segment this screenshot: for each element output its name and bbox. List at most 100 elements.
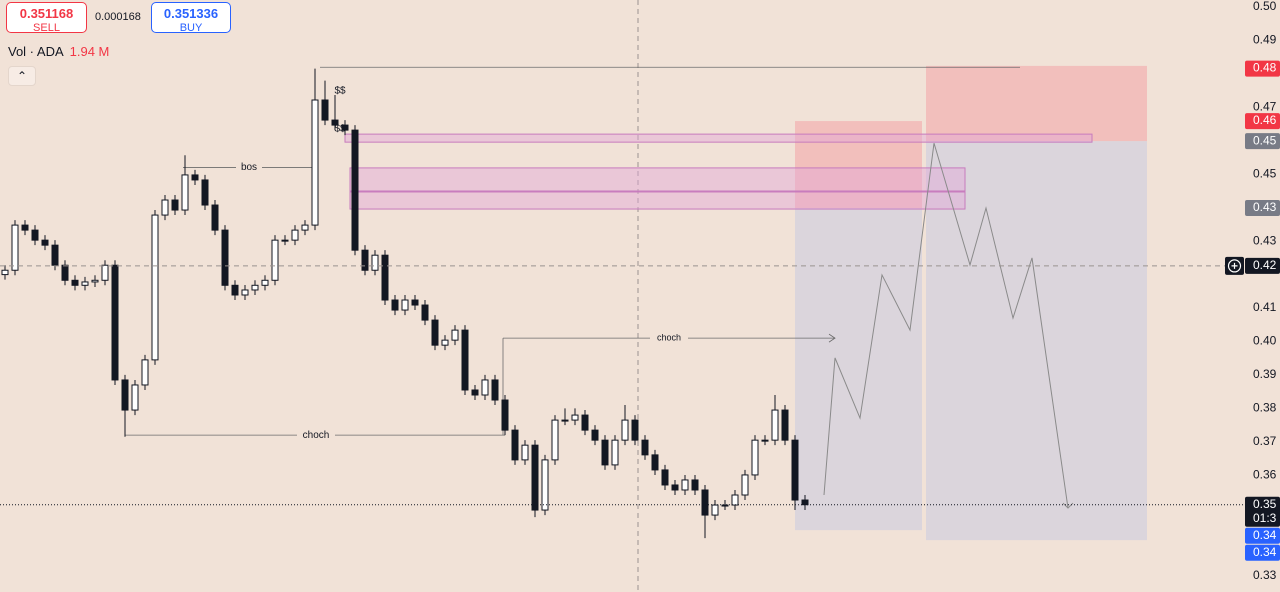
sell-button[interactable]: 0.351168 SELL [6, 2, 87, 34]
y-tick-label: 0.47 [1253, 100, 1277, 114]
candle-body [771, 409, 779, 441]
candle-body [231, 284, 239, 296]
y-tick-label: 0.45 [1253, 166, 1277, 180]
candle-body [551, 419, 559, 461]
level-label: choch [303, 430, 330, 441]
candle-body [691, 479, 699, 491]
candle-body [151, 214, 159, 361]
candle-body [531, 444, 539, 511]
projection-line [823, 143, 1069, 509]
y-tick-label: 0.50 [1253, 0, 1277, 13]
candle-body [491, 379, 499, 401]
y-tick-label: 0.40 [1253, 334, 1277, 348]
candle-body [181, 174, 189, 211]
candle-body [141, 359, 149, 386]
candle-body [791, 439, 799, 501]
candle-body [271, 239, 279, 281]
price-label-text: 0.34 [1253, 528, 1277, 542]
candle-body [581, 414, 589, 431]
sell-label: SELL [33, 22, 60, 34]
crosshair-plus-cross [1231, 262, 1238, 269]
price-label [1245, 544, 1280, 561]
candle-body [651, 454, 659, 471]
candle-body [131, 384, 139, 411]
candle-body [511, 429, 519, 461]
annotation: $$ [334, 123, 346, 134]
candle-body [51, 244, 59, 266]
y-tick-label: 0.43 [1253, 233, 1277, 247]
y-tick-label: 0.33 [1253, 568, 1277, 582]
candle-body [481, 379, 489, 396]
zone [926, 141, 1147, 541]
price-label [1245, 60, 1280, 77]
candle-body [341, 124, 349, 131]
level-label: choch [657, 333, 681, 343]
collapse-button[interactable]: ⌃ [8, 66, 36, 86]
price-label-text: 0.43 [1253, 200, 1277, 214]
candle-body [631, 419, 639, 441]
candle-body [721, 504, 729, 507]
y-tick-label: 0.41 [1253, 300, 1277, 314]
candle-body [741, 474, 749, 496]
candle-body [541, 459, 549, 511]
candle-body [331, 119, 339, 126]
candle-body [1, 269, 9, 276]
candle-body [11, 224, 19, 271]
price-label-text: 0.46 [1253, 113, 1277, 127]
volume-legend: Vol · ADA 1.94 M [8, 44, 109, 59]
candle-body [281, 239, 289, 242]
level-label-bg [236, 161, 262, 174]
buy-button[interactable]: 0.351336 BUY [151, 2, 231, 34]
level-label: bos [241, 162, 257, 173]
candle-body [441, 339, 449, 346]
candle-body [191, 174, 199, 181]
y-tick-label: 0.39 [1253, 367, 1277, 381]
candle-body [751, 439, 759, 476]
candle-body [471, 389, 479, 396]
annotation: $$ [334, 85, 346, 96]
price-label-text: 0.48 [1253, 61, 1277, 75]
candle-body [711, 504, 719, 516]
y-tick-label: 0.38 [1253, 401, 1277, 415]
candle-body [301, 224, 309, 231]
level-label-bg [650, 332, 688, 345]
candle-body [601, 439, 609, 466]
candle-body [261, 279, 269, 286]
candle-body [91, 279, 99, 283]
candle-body [621, 419, 629, 441]
candle-body [681, 479, 689, 491]
volume-value: 1.94 M [69, 44, 110, 59]
candle-body [31, 229, 39, 241]
candle-body [221, 229, 229, 286]
zone [349, 191, 966, 210]
zone [926, 65, 1147, 142]
candle-body [241, 289, 249, 296]
price-label-text: 0.45 [1253, 133, 1277, 147]
y-tick-label: 0.36 [1253, 467, 1277, 481]
price-label-text: 0.42 [1253, 258, 1277, 272]
candle-body [21, 224, 29, 231]
candle-body [451, 329, 459, 341]
candle-body [671, 484, 679, 491]
sell-price: 0.351168 [19, 6, 74, 21]
zone [795, 121, 922, 209]
candle-body [351, 129, 359, 251]
price-label-text: 0.35 [1253, 497, 1277, 511]
candle-body [171, 199, 179, 211]
candle-body [421, 304, 429, 321]
candle-body [121, 379, 129, 411]
zone [349, 167, 966, 192]
candle-body [371, 254, 379, 271]
candle-body [291, 229, 299, 241]
price-label [1245, 133, 1280, 150]
spread: 0.000168 [95, 11, 141, 23]
price-label [1245, 496, 1280, 527]
zone [795, 208, 922, 531]
zone [344, 133, 1093, 143]
candle-body [321, 99, 329, 121]
candle-body [571, 414, 579, 421]
candle-body [501, 399, 509, 431]
price-label [1245, 257, 1280, 274]
